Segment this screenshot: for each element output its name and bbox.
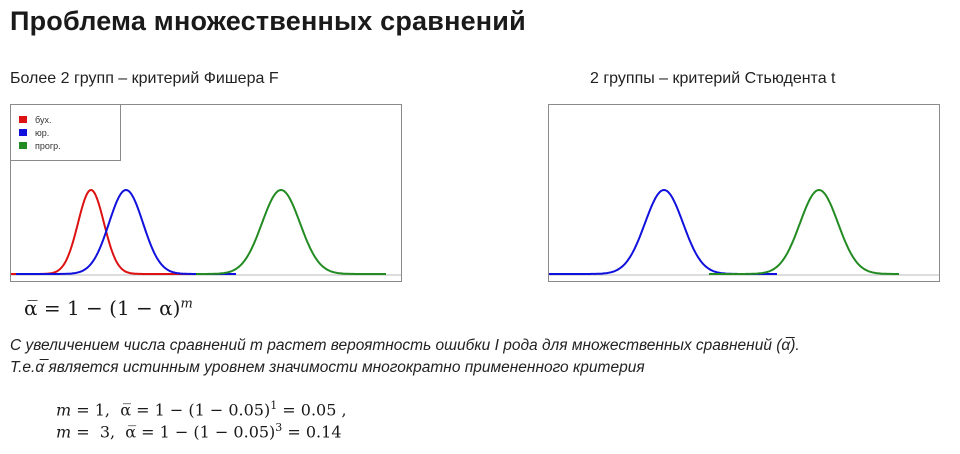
legend-swatch-red <box>19 116 27 123</box>
example-m1: m = 1, α̅ = 1 − (1 − 0.05)1 = 0.05 , <box>56 399 347 419</box>
legend-label: прогр. <box>35 140 61 151</box>
legend-item-yur: юр. <box>19 126 120 139</box>
student-chart <box>548 104 940 282</box>
example-exponent: 3 <box>275 421 283 434</box>
chart-legend: бух. юр. прогр. <box>11 105 121 161</box>
example-abar: α̅ <box>125 422 137 442</box>
series-line-2 <box>196 188 386 275</box>
fisher-chart-plot <box>11 188 401 276</box>
student-chart-plot <box>549 188 939 276</box>
example-exponent: 1 <box>270 399 278 412</box>
alpha-formula-exponent: m <box>180 296 193 312</box>
explanation-line-2: Т.е.α̅ является истинным уровнем значимо… <box>10 359 645 376</box>
page-title: Проблема множественных сравнений <box>10 6 526 36</box>
example-m3: m = 3, α̅ = 1 − (1 − 0.05)3 = 0.14 <box>56 421 342 441</box>
example-m-value: = 3, <box>71 422 126 442</box>
example-m-var: m <box>56 400 72 420</box>
legend-label: бух. <box>35 114 52 125</box>
example-expression: = 1 − (1 − 0.05) <box>136 422 276 442</box>
series-line-0 <box>11 188 191 275</box>
series-line-0 <box>549 188 777 275</box>
alpha-formula: α̅ = 1 − (1 − α)m <box>24 296 193 320</box>
legend-item-buh: бух. <box>19 113 120 126</box>
legend-label: юр. <box>35 127 50 138</box>
legend-item-progr: прогр. <box>19 139 120 152</box>
legend-swatch-blue <box>19 129 27 136</box>
example-m-var: m <box>56 422 72 442</box>
example-expression: = 1 − (1 − 0.05) <box>131 400 271 420</box>
fisher-chart: бух. юр. прогр. <box>10 104 402 282</box>
explanation-line-1: С увеличением числа сравнений m растет в… <box>10 337 800 354</box>
example-result: = 0.14 <box>282 422 342 442</box>
right-chart-caption: 2 группы – критерий Стьюдента t <box>590 70 836 87</box>
example-abar: α̅ <box>120 400 131 420</box>
alpha-formula-body: α̅ = 1 − (1 − α) <box>24 296 181 320</box>
legend-swatch-green <box>19 142 27 149</box>
example-m-value: = 1, <box>71 400 121 420</box>
example-result: = 0.05 , <box>277 400 347 420</box>
series-line-1 <box>709 188 899 275</box>
left-chart-caption: Более 2 групп – критерий Фишера F <box>10 70 279 87</box>
explanation-text: С увеличением числа сравнений m растет в… <box>10 335 800 379</box>
series-line-1 <box>16 188 236 275</box>
